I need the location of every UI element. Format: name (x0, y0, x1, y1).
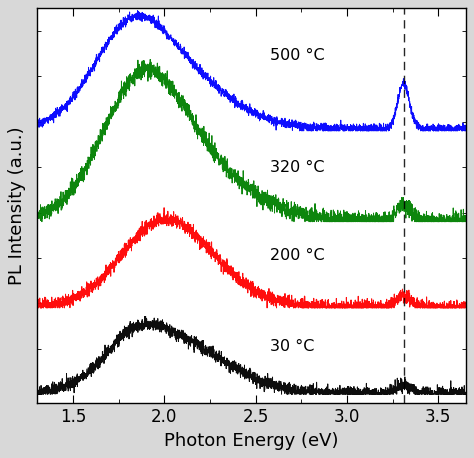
Text: 500 °C: 500 °C (270, 49, 325, 64)
Y-axis label: PL Intensity (a.u.): PL Intensity (a.u.) (9, 126, 27, 285)
X-axis label: Photon Energy (eV): Photon Energy (eV) (164, 432, 338, 450)
Text: 200 °C: 200 °C (270, 248, 325, 263)
Text: 320 °C: 320 °C (270, 160, 325, 174)
Text: 30 °C: 30 °C (270, 339, 315, 354)
